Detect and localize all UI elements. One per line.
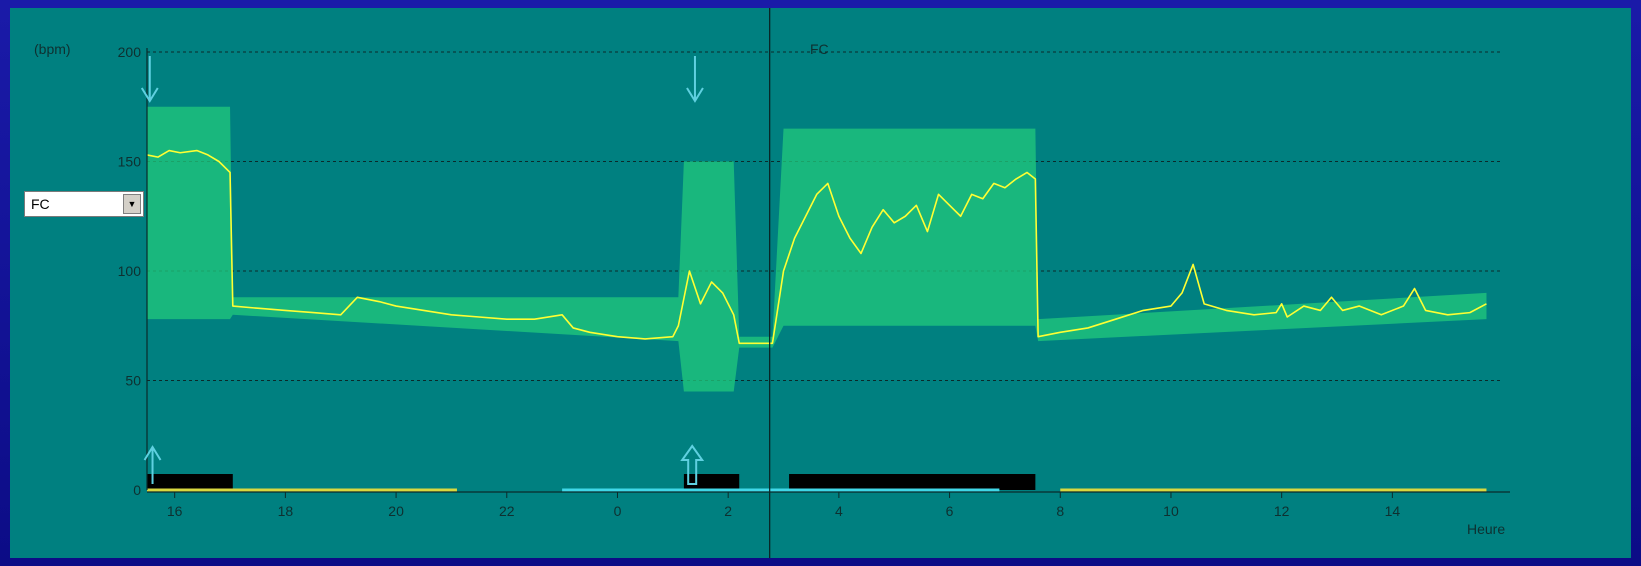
x-tick-label: 14 <box>1385 503 1401 519</box>
x-tick-label: 2 <box>724 503 732 519</box>
up-arrow-outline-icon <box>680 444 705 485</box>
series-selector-dropdown[interactable]: FC ▼ <box>24 191 144 217</box>
x-axis-label: Heure <box>1467 521 1505 537</box>
selector-dropdown-button[interactable]: ▼ <box>123 194 141 214</box>
axis-layer: 0 50 100 150 200 16 18 20 22 0 2 4 6 8 10 12 14 <box>118 8 1510 558</box>
down-arrow-icon <box>686 56 704 103</box>
down-arrow-icon <box>140 56 159 103</box>
activity-bar <box>789 474 1036 490</box>
y-tick-label: 200 <box>118 44 142 60</box>
activity-bar <box>147 474 233 490</box>
variability-envelope <box>147 106 1487 392</box>
x-tick-label: 10 <box>1163 503 1179 519</box>
activity-bar <box>683 474 740 490</box>
y-axis-label: (bpm) <box>34 41 71 57</box>
x-tick-label: 18 <box>278 503 294 519</box>
x-tick-label: 8 <box>1056 503 1064 519</box>
heart-rate-chart: 0 50 100 150 200 16 18 20 22 0 2 4 6 8 10 12 14 (bpm) FC… <box>34 8 1510 558</box>
envelope-layer <box>147 106 1487 392</box>
series-line-fc <box>146 149 1487 345</box>
y-tick-label: 100 <box>118 263 142 279</box>
x-tick-label: 20 <box>388 503 404 519</box>
x-tick-label: 4 <box>835 503 843 519</box>
x-tick-label: 12 <box>1274 503 1290 519</box>
up-arrow-icon <box>143 445 162 484</box>
y-tick-label: 0 <box>133 482 141 498</box>
y-tick-label: 50 <box>125 373 141 389</box>
chevron-down-icon: ▼ <box>127 198 137 209</box>
x-tick-label: 16 <box>167 503 183 519</box>
activity-bars-layer <box>147 474 1487 492</box>
selector-value: FC <box>31 196 50 212</box>
marker-layer <box>140 56 705 485</box>
x-tick-label: 6 <box>946 503 954 519</box>
y-tick-label: 150 <box>118 154 142 170</box>
x-tick-label: 0 <box>614 503 622 519</box>
series-layer <box>146 149 1487 345</box>
chart-title: FC <box>810 41 829 57</box>
chart-panel: 0 50 100 150 200 16 18 20 22 0 2 4 6 8 10 12 14 (bpm) FC… <box>10 8 1631 558</box>
x-tick-label: 22 <box>499 503 515 519</box>
